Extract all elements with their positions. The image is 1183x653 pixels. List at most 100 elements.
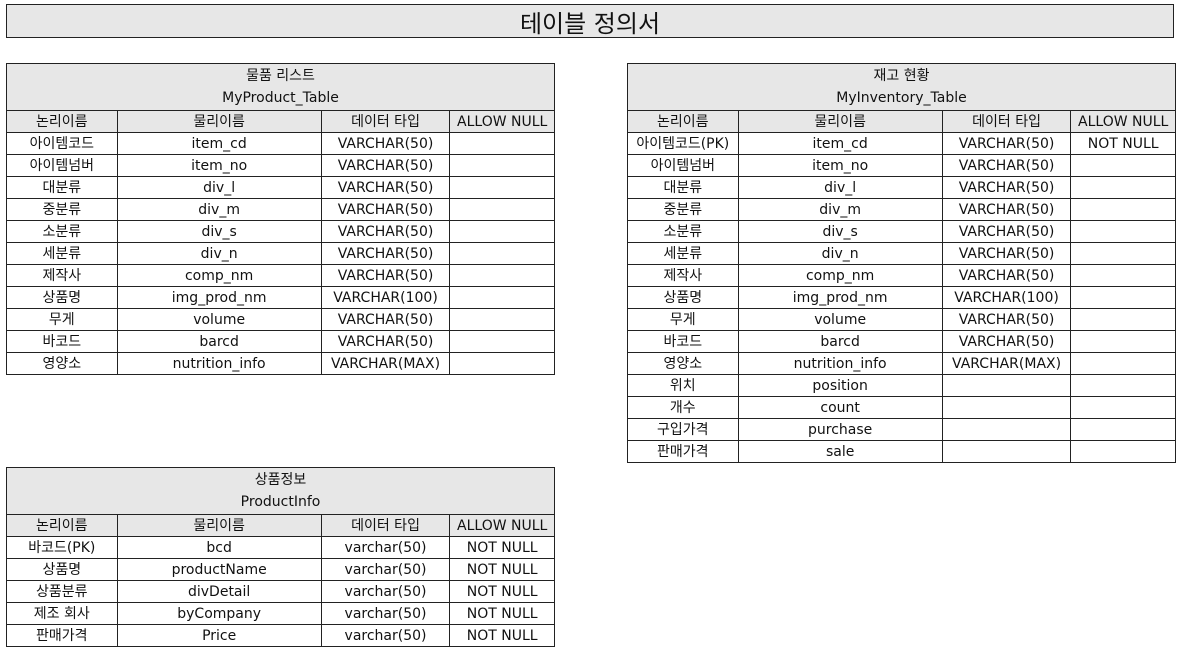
table-cell: sale (737, 440, 943, 463)
table-row: 상품명 img_prod_nm VARCHAR(100) (6, 286, 555, 309)
table-row: 영양소 nutrition_info VARCHAR(MAX) (627, 352, 1176, 375)
table-cell (1070, 418, 1176, 441)
table-cell (941, 374, 1072, 397)
table-cell: VARCHAR(50) (941, 132, 1072, 155)
table-cell: VARCHAR(MAX) (320, 352, 451, 375)
table-cell: item_cd (116, 132, 322, 155)
table-cell: 중분류 (627, 198, 739, 221)
table-cell: 중분류 (6, 198, 118, 221)
table-cell (449, 308, 555, 331)
table-cell (1070, 286, 1176, 309)
table-cell: 판매가격 (6, 624, 118, 647)
table-cell: divDetail (116, 580, 322, 603)
table-row: 무게 volume VARCHAR(50) (627, 308, 1176, 331)
table-cell: 상품명 (6, 558, 118, 581)
table-cell: barcd (116, 330, 322, 353)
table-row: 아이템코드 item_cd VARCHAR(50) (6, 132, 555, 155)
table-cell: item_cd (737, 132, 943, 155)
table-cell: count (737, 396, 943, 419)
column-header: ALLOW NULL (449, 514, 555, 537)
table-cell: comp_nm (116, 264, 322, 287)
table-cell: comp_nm (737, 264, 943, 287)
table-cell: NOT NULL (449, 624, 555, 647)
table-row: 세분류 div_n VARCHAR(50) (6, 242, 555, 265)
table-row: 소분류 div_s VARCHAR(50) (627, 220, 1176, 243)
table-cell: VARCHAR(50) (320, 308, 451, 331)
table-cell: img_prod_nm (116, 286, 322, 309)
table-cell: div_s (116, 220, 322, 243)
table-cell (941, 418, 1072, 441)
table-row: 대분류 div_l VARCHAR(50) (627, 176, 1176, 199)
table-cell (1070, 308, 1176, 331)
table-caption: 물품 리스트 MyProduct_Table (6, 63, 555, 111)
table-cell: VARCHAR(50) (320, 198, 451, 221)
table-cell (449, 330, 555, 353)
table-cell: 영양소 (6, 352, 118, 375)
table-myproduct: 물품 리스트 MyProduct_Table 논리이름 물리이름 데이터 타입 ALLOW… (6, 63, 555, 375)
table-cell: NOT NULL (1070, 132, 1176, 155)
table-cell: 위치 (627, 374, 739, 397)
table-row: 아이템코드(PK) item_cd VARCHAR(50) NOT NULL (627, 132, 1176, 155)
table-cell: purchase (737, 418, 943, 441)
table-caption: 상품정보 ProductInfo (6, 467, 555, 515)
table-cell: VARCHAR(50) (941, 198, 1072, 221)
table-cell: 상품명 (627, 286, 739, 309)
table-cell (1070, 352, 1176, 375)
table-cell: barcd (737, 330, 943, 353)
table-row: 상품분류 divDetail varchar(50) NOT NULL (6, 580, 555, 603)
table-cell: varchar(50) (320, 558, 451, 581)
table-cell: 제조 회사 (6, 602, 118, 625)
table-cell (449, 220, 555, 243)
table-cell: varchar(50) (320, 624, 451, 647)
table-cell: bcd (116, 536, 322, 559)
table-cell: 바코드(PK) (6, 536, 118, 559)
table-cell: VARCHAR(100) (941, 286, 1072, 309)
table-name-korean: 재고 현황 (873, 68, 930, 84)
table-name-english: ProductInfo (240, 494, 321, 510)
table-cell: VARCHAR(50) (941, 242, 1072, 265)
table-cell (449, 132, 555, 155)
table-cell (1070, 242, 1176, 265)
table-cell: div_l (737, 176, 943, 199)
table-cell (449, 242, 555, 265)
table-cell (1070, 396, 1176, 419)
table-row: 위치 position (627, 374, 1176, 397)
table-cell: 바코드 (6, 330, 118, 353)
column-header: 물리이름 (116, 514, 322, 537)
table-cell: varchar(50) (320, 536, 451, 559)
table-cell: 대분류 (6, 176, 118, 199)
table-cell: 바코드 (627, 330, 739, 353)
table-cell (1070, 176, 1176, 199)
table-cell (449, 176, 555, 199)
table-cell: volume (737, 308, 943, 331)
table-cell: VARCHAR(50) (320, 220, 451, 243)
table-row: 개수 count (627, 396, 1176, 419)
table-cell: byCompany (116, 602, 322, 625)
table-row: 상품명 img_prod_nm VARCHAR(100) (627, 286, 1176, 309)
table-cell: 아이템넘버 (627, 154, 739, 177)
table-cell: div_l (116, 176, 322, 199)
table-cell: VARCHAR(MAX) (941, 352, 1072, 375)
table-cell (1070, 220, 1176, 243)
table-cell: Price (116, 624, 322, 647)
table-cell: VARCHAR(50) (320, 154, 451, 177)
table-cell (1070, 198, 1176, 221)
table-cell: NOT NULL (449, 558, 555, 581)
table-cell: 제작사 (6, 264, 118, 287)
table-cell (1070, 330, 1176, 353)
table-cell: VARCHAR(50) (320, 176, 451, 199)
column-header: 데이터 타입 (320, 110, 451, 133)
table-cell: position (737, 374, 943, 397)
table-cell (1070, 264, 1176, 287)
table-row: 바코드(PK) bcd varchar(50) NOT NULL (6, 536, 555, 559)
table-row: 판매가격 sale (627, 440, 1176, 463)
table-cell (449, 286, 555, 309)
table-myinventory: 재고 현황 MyInventory_Table 논리이름 물리이름 데이터 타입 ALLO… (627, 63, 1176, 463)
table-cell: VARCHAR(100) (320, 286, 451, 309)
table-cell (449, 198, 555, 221)
table-row: 소분류 div_s VARCHAR(50) (6, 220, 555, 243)
table-row: 중분류 div_m VARCHAR(50) (627, 198, 1176, 221)
table-cell: div_n (737, 242, 943, 265)
table-productinfo: 상품정보 ProductInfo 논리이름 물리이름 데이터 타입 ALLOW NULL 바… (6, 467, 555, 647)
table-cell: 세분류 (627, 242, 739, 265)
